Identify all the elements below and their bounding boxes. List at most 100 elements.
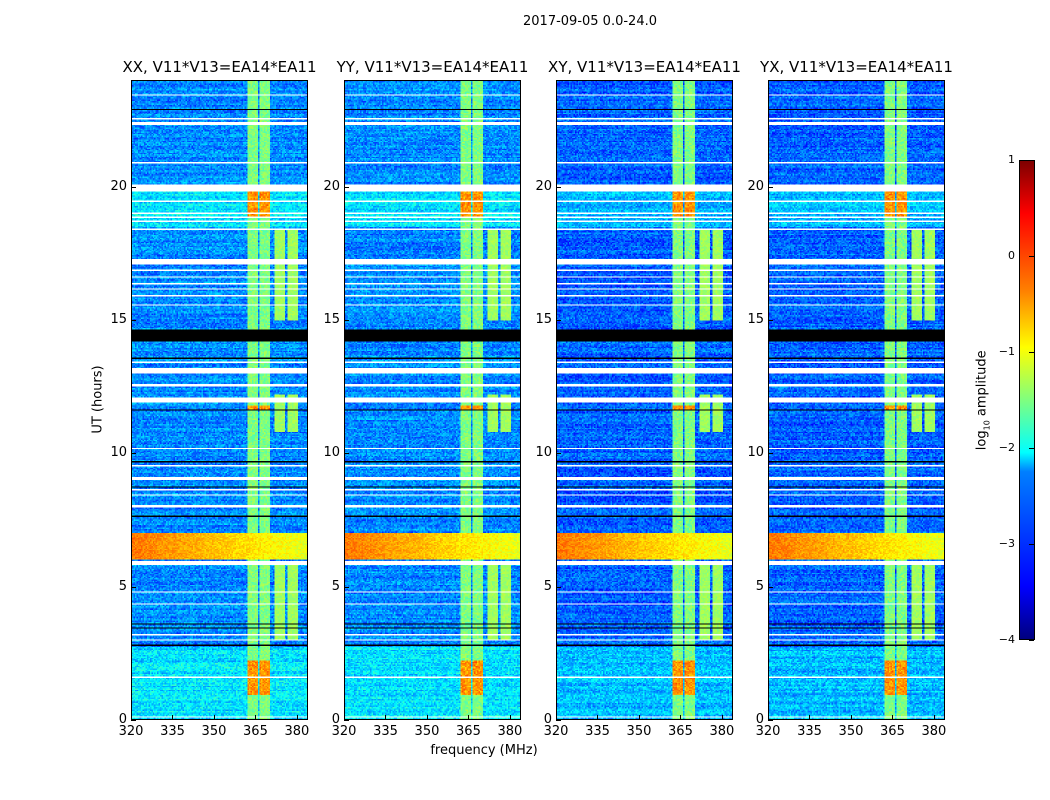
x-tick	[172, 715, 174, 720]
x-tick	[892, 715, 894, 720]
colorbar-tick-label: −3	[998, 537, 1015, 550]
heatmap-panel	[344, 80, 521, 720]
colorbar-tick	[1029, 448, 1034, 449]
heatmap-panel	[768, 80, 945, 720]
y-tick	[131, 453, 136, 455]
colorbar-tick	[1029, 640, 1034, 641]
y-tick-label: 10	[323, 445, 340, 461]
y-tick	[556, 186, 561, 188]
heatmap-image	[557, 81, 732, 719]
x-tick-label: 365	[243, 724, 268, 739]
y-tick	[768, 453, 773, 455]
x-tick	[768, 715, 769, 720]
y-tick-label: 0	[118, 712, 127, 727]
panel-title: XX, V11*V13=EA14*EA11	[122, 58, 317, 76]
x-tick	[344, 715, 345, 720]
x-tick-label: 335	[585, 724, 610, 739]
x-tick-label: 320	[543, 724, 569, 739]
x-tick-label: 350	[414, 724, 440, 739]
x-tick-label: 365	[880, 724, 905, 739]
figure-title: 2017-09-05 0.0-24.0	[523, 14, 657, 29]
y-tick	[768, 320, 773, 321]
colorbar-tick	[1029, 352, 1034, 353]
x-tick	[597, 715, 599, 720]
heatmap-image	[132, 81, 307, 719]
y-tick-label: 15	[110, 312, 127, 327]
x-tick-label: 380	[709, 724, 735, 739]
heatmap-image	[345, 81, 520, 719]
x-tick	[809, 715, 811, 720]
x-tick-label: 380	[497, 724, 523, 739]
x-tick	[131, 715, 132, 720]
heatmap-panel	[556, 80, 733, 720]
colorbar	[1019, 160, 1035, 640]
y-tick-label: 20	[747, 178, 764, 194]
x-tick-label: 335	[373, 724, 398, 739]
y-tick	[768, 720, 773, 721]
x-tick-label: 350	[838, 724, 864, 739]
x-tick-label: 335	[160, 724, 185, 739]
x-tick	[638, 715, 640, 720]
x-tick	[255, 715, 257, 720]
colorbar-tick	[1029, 256, 1034, 257]
colorbar-tick-label: 1	[1008, 153, 1015, 166]
x-tick-label: 320	[755, 724, 781, 739]
y-tick-label: 10	[747, 445, 764, 461]
panel-title: YY, V11*V13=EA14*EA11	[336, 58, 529, 76]
y-tick-label: 5	[118, 578, 127, 594]
x-tick	[213, 715, 215, 720]
x-tick	[556, 715, 557, 720]
y-tick-label: 15	[747, 312, 764, 327]
y-tick-label: 0	[331, 712, 340, 727]
y-tick-label: 10	[535, 445, 552, 461]
x-tick-label: 320	[118, 724, 144, 739]
y-tick-label: 0	[755, 712, 764, 727]
x-tick-label: 365	[668, 724, 693, 739]
x-tick	[933, 715, 935, 720]
y-tick-label: 15	[323, 312, 340, 327]
x-tick-label: 335	[797, 724, 822, 739]
x-tick	[850, 715, 852, 720]
x-tick-label: 365	[456, 724, 481, 739]
x-tick	[468, 715, 470, 720]
panel-title: XY, V11*V13=EA14*EA11	[548, 58, 741, 76]
y-tick	[344, 453, 349, 455]
colorbar-tick-label: 0	[1008, 249, 1015, 262]
x-tick	[509, 715, 511, 720]
y-tick-label: 5	[543, 578, 552, 594]
colorbar-label: log10 amplitude	[974, 350, 992, 451]
y-tick	[131, 586, 136, 588]
heatmap-image	[769, 81, 944, 719]
colorbar-tick-label: −4	[998, 633, 1015, 646]
y-tick-label: 5	[331, 578, 340, 594]
x-tick-label: 350	[626, 724, 652, 739]
x-tick	[426, 715, 428, 720]
y-tick	[344, 320, 349, 321]
x-axis-label: frequency (MHz)	[430, 743, 538, 758]
x-tick	[296, 715, 298, 720]
y-tick-label: 15	[535, 312, 552, 327]
x-tick-label: 350	[201, 724, 227, 739]
y-tick	[556, 320, 561, 321]
x-tick-label: 380	[921, 724, 947, 739]
colorbar-tick-label: −1	[998, 345, 1015, 358]
x-tick-label: 320	[331, 724, 357, 739]
colorbar-tick	[1029, 160, 1034, 161]
x-tick-label: 380	[284, 724, 310, 739]
y-tick-label: 20	[535, 178, 552, 194]
y-tick	[556, 453, 561, 455]
y-axis-label: UT (hours)	[90, 365, 106, 434]
y-tick	[131, 720, 136, 721]
x-tick	[680, 715, 682, 720]
y-tick-label: 0	[543, 712, 552, 727]
heatmap-panel	[131, 80, 308, 720]
y-tick	[344, 186, 349, 188]
y-tick	[556, 586, 561, 588]
y-tick	[768, 586, 773, 588]
y-tick	[131, 186, 136, 188]
y-tick-label: 20	[110, 178, 127, 194]
colorbar-tick-label: −2	[998, 441, 1015, 454]
y-tick	[344, 586, 349, 588]
x-tick	[721, 715, 723, 720]
x-tick	[385, 715, 387, 720]
